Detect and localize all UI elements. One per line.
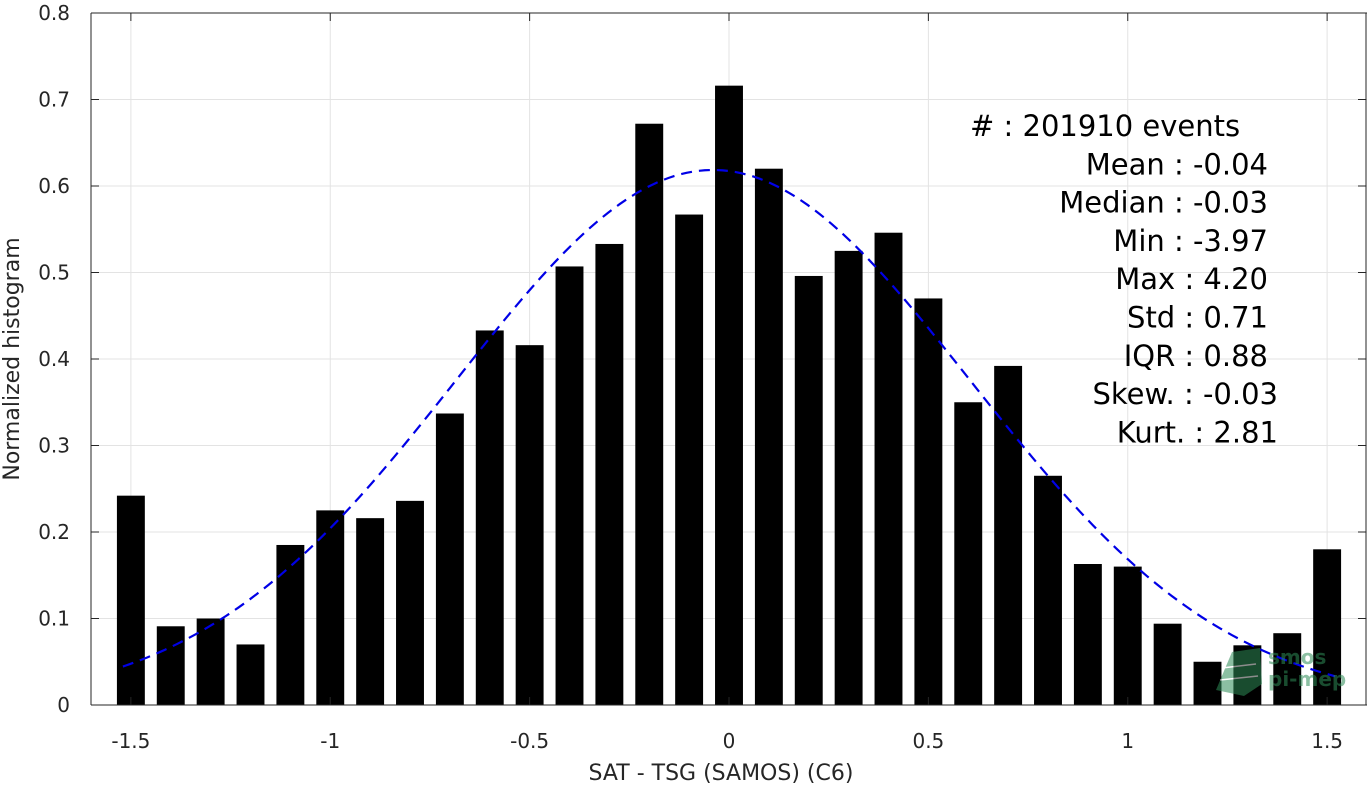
histogram-bar (316, 510, 345, 705)
histogram-bar (954, 402, 983, 705)
stats-line: Min : -3.97 (1113, 224, 1268, 258)
histogram-bar (396, 500, 424, 705)
stats-line: Skew. : -0.03 (1092, 377, 1278, 411)
histogram-bar (675, 214, 704, 706)
x-tick-label: -1 (320, 729, 340, 753)
y-tick-label: 0.4 (38, 347, 70, 371)
y-tick-label: 0.2 (38, 520, 70, 544)
histogram-bar (156, 626, 185, 705)
histogram-bar (236, 644, 265, 705)
y-tick-label: 0.5 (38, 261, 70, 285)
histogram-bar (475, 330, 504, 705)
histogram-bar (1034, 475, 1062, 705)
stats-line: # : 201910 events (970, 109, 1240, 143)
histogram-bar (515, 345, 544, 705)
y-tick-label: 0.8 (38, 1, 70, 25)
stats-box: # : 201910 events Mean : -0.04 Median : -0… (970, 109, 1278, 449)
stats-line: Max : 4.20 (1115, 262, 1268, 296)
histogram-bar (595, 243, 624, 705)
histogram-bar (994, 365, 1023, 705)
gaussian-fit-curve (122, 168, 1336, 678)
histogram-bar (1073, 564, 1102, 705)
histogram-bar (555, 266, 584, 705)
stats-line: Median : -0.03 (1059, 186, 1268, 220)
histogram-bar (754, 168, 783, 705)
histogram-bar (435, 413, 464, 705)
x-tick-label: -1.5 (111, 729, 150, 753)
watermark-text: pi-mep (1268, 667, 1346, 691)
y-tick-label: 0 (57, 693, 70, 717)
histogram-bar (276, 544, 305, 705)
y-axis-label: Normalized histogram (0, 237, 25, 480)
x-tick-label: 0.5 (912, 729, 944, 753)
watermark-text: smos (1268, 645, 1326, 669)
y-tick-label: 0.1 (38, 607, 70, 631)
histogram-bar (715, 85, 743, 705)
stats-line: Std : 0.71 (1127, 301, 1268, 335)
y-tick-label: 0.3 (38, 434, 70, 458)
histogram-bar (914, 298, 943, 705)
x-axis-ticks: -1.5 -1 -0.5 0 0.5 1 1.5 (111, 13, 1343, 753)
histogram-bar (1313, 549, 1342, 705)
x-tick-label: -0.5 (510, 729, 549, 753)
bars (116, 85, 1342, 706)
stats-line: Mean : -0.04 (1086, 147, 1268, 181)
x-tick-label: 1 (1121, 729, 1134, 753)
x-axis-label: SAT - TSG (SAMOS) (C6) (589, 761, 854, 785)
histogram-bar (635, 123, 664, 706)
histogram-bar (1193, 661, 1222, 705)
histogram-bar (1273, 633, 1302, 705)
histogram-bar (1113, 566, 1142, 705)
histogram-bar (356, 518, 385, 705)
y-tick-label: 0.6 (38, 174, 70, 198)
histogram-bar (794, 275, 823, 705)
stats-line: IQR : 0.88 (1124, 339, 1268, 373)
histogram-bar (1153, 623, 1182, 705)
y-tick-label: 0.7 (38, 88, 70, 112)
watermark-logo-shape (1216, 648, 1262, 696)
histogram-bar (196, 618, 225, 705)
histogram-bar (116, 495, 145, 705)
y-axis-ticks: 0 0.1 0.2 0.3 0.4 0.5 0.6 0.7 0.8 (38, 1, 1366, 717)
stats-line: Kurt. : 2.81 (1117, 415, 1278, 449)
watermark-logo-lines (1219, 663, 1259, 681)
x-tick-label: 0 (723, 729, 736, 753)
x-tick-label: 1.5 (1311, 729, 1343, 753)
histogram-bar (874, 232, 903, 705)
histogram-bar (834, 250, 863, 705)
